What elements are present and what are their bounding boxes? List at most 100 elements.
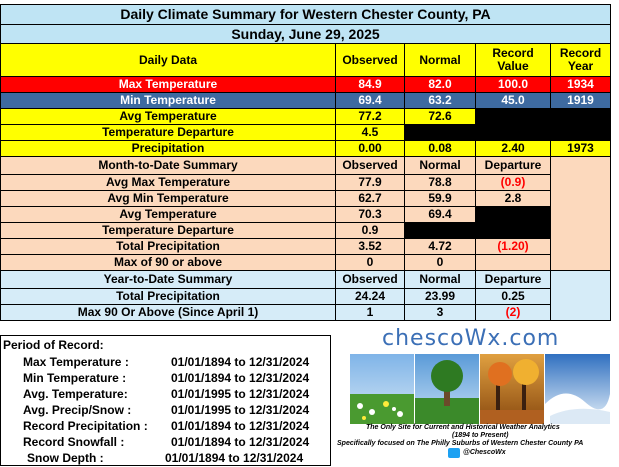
- daily-header-row: Daily Data Observed Normal Record Value …: [0, 44, 611, 77]
- max-temp-label: Max Temperature: [0, 77, 336, 93]
- mtd-temp-departure-label: Temperature Departure: [0, 223, 336, 239]
- ytd-header: Year-to-Date Summary: [0, 271, 336, 289]
- por-label-snow-depth: Snow Depth :: [27, 451, 104, 465]
- mtd-total-precip-departure: (1.20): [476, 239, 551, 255]
- autumn-panel: [480, 354, 544, 424]
- min-temp-year: 1919: [551, 93, 611, 109]
- precip-row: Precipitation 0.00 0.08 2.40 1973: [0, 141, 611, 157]
- por-label-min-temp: Min Temperature :: [23, 371, 127, 385]
- avg-temp-label: Avg Temperature: [0, 109, 336, 125]
- mtd-blank: [551, 239, 611, 255]
- summer-panel: [415, 354, 479, 424]
- ytd-total-precip-normal: 23.99: [405, 289, 476, 305]
- mtd-avg-max-normal: 78.8: [405, 175, 476, 191]
- winter-panel: [545, 354, 610, 424]
- ytd-blank: [551, 271, 611, 289]
- por-range-max-temp: 01/01/1894 to 12/31/2024: [171, 355, 310, 369]
- mtd-avg-max-row: Avg Max Temperature 77.9 78.8 (0.9): [0, 175, 611, 191]
- max-temp-row: Max Temperature 84.9 82.0 100.0 1934: [0, 77, 611, 93]
- ytd-blank: [551, 289, 611, 305]
- mtd-blank: [551, 223, 611, 239]
- ytd-max90-departure: (2): [476, 305, 551, 321]
- max-temp-observed: 84.9: [336, 77, 405, 93]
- ytd-normal-header: Normal: [405, 271, 476, 289]
- mtd-avg-temp-row: Avg Temperature 70.3 69.4: [0, 207, 611, 223]
- observed-header: Observed: [336, 44, 405, 77]
- ytd-observed-header: Observed: [336, 271, 405, 289]
- mtd-observed-header: Observed: [336, 157, 405, 175]
- precip-record: 2.40: [476, 141, 551, 157]
- mtd-avg-min-normal: 59.9: [405, 191, 476, 207]
- mtd-temp-departure-normal-blank: [405, 223, 476, 239]
- mtd-avg-max-departure: (0.9): [476, 175, 551, 191]
- mtd-avg-min-observed: 62.7: [336, 191, 405, 207]
- temp-departure-normal-blank: [405, 125, 476, 141]
- mtd-max90-row: Max of 90 or above 0 0: [0, 255, 611, 271]
- por-label-avg-temp: Avg. Temperature:: [23, 387, 128, 401]
- temp-departure-label: Temperature Departure: [0, 125, 336, 141]
- mtd-max90-observed: 0: [336, 255, 405, 271]
- logo-tagline-1: The Only Site for Current and Historical…: [366, 424, 560, 431]
- por-label-record-precip: Record Precipitation :: [23, 419, 148, 433]
- avg-temp-row: Avg Temperature 77.2 72.6: [0, 109, 611, 125]
- period-of-record-box: Period of Record: Max Temperature : 01/0…: [0, 335, 331, 466]
- seasons-collage-image: [350, 354, 610, 424]
- mtd-temp-departure-observed: 0.9: [336, 223, 405, 239]
- mtd-normal-header: Normal: [405, 157, 476, 175]
- mtd-blank: [551, 207, 611, 223]
- ytd-max90-row: Max 90 Or Above (Since April 1) 1 3 (2): [0, 305, 611, 321]
- por-range-min-temp: 01/01/1894 to 12/31/2024: [171, 371, 310, 385]
- min-temp-normal: 63.2: [405, 93, 476, 109]
- avg-temp-year-blank: [551, 109, 611, 125]
- min-temp-row: Min Temperature 69.4 63.2 45.0 1919: [0, 93, 611, 109]
- logo-tagline-2: (1894 to Present): [452, 432, 509, 439]
- mtd-blank: [551, 191, 611, 207]
- precip-label: Precipitation: [0, 141, 336, 157]
- mtd-temp-departure-departure-blank: [476, 223, 551, 239]
- min-temp-observed: 69.4: [336, 93, 405, 109]
- por-label-record-snowfall: Record Snowfall :: [23, 435, 125, 449]
- temp-departure-record-blank: [476, 125, 551, 141]
- twitter-handle: @ChescoWx: [463, 449, 506, 456]
- mtd-avg-temp-observed: 70.3: [336, 207, 405, 223]
- mtd-blank: [551, 175, 611, 191]
- precip-normal: 0.08: [405, 141, 476, 157]
- ytd-blank: [551, 305, 611, 321]
- title-row: Daily Climate Summary for Western Cheste…: [0, 4, 611, 25]
- mtd-avg-temp-normal: 69.4: [405, 207, 476, 223]
- mtd-total-precip-observed: 3.52: [336, 239, 405, 255]
- daily-data-header: Daily Data: [0, 44, 336, 77]
- precip-observed: 0.00: [336, 141, 405, 157]
- max-temp-normal: 82.0: [405, 77, 476, 93]
- page-title: Daily Climate Summary for Western Cheste…: [0, 4, 611, 25]
- mtd-avg-temp-departure-blank: [476, 207, 551, 223]
- normal-header: Normal: [405, 44, 476, 77]
- por-range-avg-temp: 01/01/1995 to 12/31/2024: [171, 387, 310, 401]
- ytd-max90-normal: 3: [405, 305, 476, 321]
- logo-tagline-3: Specifically focused on The Philly Subur…: [337, 440, 584, 447]
- precip-year: 1973: [551, 141, 611, 157]
- mtd-avg-min-row: Avg Min Temperature 62.7 59.9 2.8: [0, 191, 611, 207]
- mtd-blank: [551, 157, 611, 175]
- por-label-avg-precip: Avg. Precip/Snow :: [23, 403, 132, 417]
- mtd-avg-max-observed: 77.9: [336, 175, 405, 191]
- period-of-record-header: Period of Record:: [3, 338, 104, 352]
- page-date: Sunday, June 29, 2025: [0, 25, 611, 44]
- por-label-max-temp: Max Temperature :: [23, 355, 129, 369]
- temp-departure-row: Temperature Departure 4.5: [0, 125, 611, 141]
- spring-panel: [350, 354, 414, 424]
- mtd-blank: [551, 255, 611, 271]
- mtd-departure-header: Departure: [476, 157, 551, 175]
- ytd-max90-observed: 1: [336, 305, 405, 321]
- mtd-temp-departure-row: Temperature Departure 0.9: [0, 223, 611, 239]
- avg-temp-record-blank: [476, 109, 551, 125]
- avg-temp-observed: 77.2: [336, 109, 405, 125]
- por-range-record-precip: 01/01/1894 to 12/31/2024: [171, 419, 310, 433]
- mtd-max90-label: Max of 90 or above: [0, 255, 336, 271]
- mtd-max90-departure-blank: [476, 255, 551, 271]
- max-temp-year: 1934: [551, 77, 611, 93]
- mtd-total-precip-row: Total Precipitation 3.52 4.72 (1.20): [0, 239, 611, 255]
- record-year-header: Record Year: [551, 44, 611, 77]
- ytd-total-precip-row: Total Precipitation 24.24 23.99 0.25: [0, 289, 611, 305]
